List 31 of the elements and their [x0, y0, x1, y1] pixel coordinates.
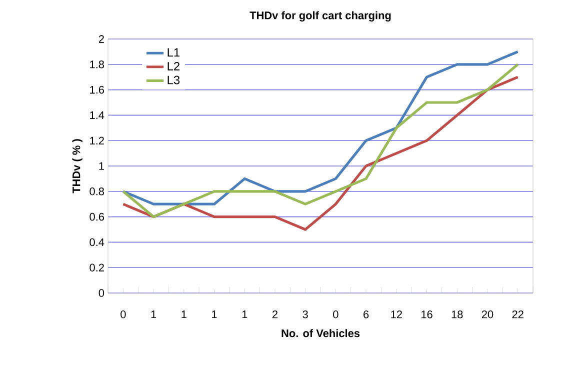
x-tick-label: 0 [333, 310, 338, 318]
y-tick-label: 1.4 [90, 111, 104, 119]
y-tick-label: 1.2 [90, 136, 104, 144]
x-axis-title: No. of Vehicles [282, 329, 360, 338]
y-tick-label: 0.2 [90, 264, 104, 272]
x-tick-label: 0 [120, 310, 126, 318]
x-tick-label: 1 [242, 310, 248, 318]
legend-label: L2 [168, 62, 180, 70]
y-tick-label: 1.6 [90, 86, 104, 94]
x-tick-label: 22 [512, 310, 524, 318]
chart-title: THDv for golf cart charging [250, 11, 391, 22]
x-tick-label: 6 [364, 310, 369, 318]
x-tick-label: 12 [391, 310, 402, 318]
x-tick-label: 18 [452, 310, 463, 318]
y-tick-label: 0 [98, 289, 104, 297]
y-tick-label: 0.6 [90, 212, 104, 221]
y-tick-label: 2 [98, 35, 104, 43]
x-tick-label: 2 [272, 310, 278, 318]
y-tick-label: 1.8 [90, 60, 104, 68]
x-tick-label: 1 [182, 310, 186, 318]
legend-label: L1 [168, 48, 180, 56]
y-tick-label: 1 [99, 162, 104, 170]
x-tick-label: 20 [482, 310, 494, 318]
x-tick-label: 16 [421, 310, 432, 318]
y-axis-title: THDv ( % ) [72, 139, 82, 194]
y-tick-label: 0.8 [90, 188, 104, 196]
x-tick-label: 1 [212, 310, 217, 318]
legend-label: L3 [168, 76, 180, 84]
x-tick-label: 3 [302, 310, 308, 318]
x-tick-label: 1 [151, 310, 156, 318]
y-tick-label: 0.4 [90, 238, 104, 246]
